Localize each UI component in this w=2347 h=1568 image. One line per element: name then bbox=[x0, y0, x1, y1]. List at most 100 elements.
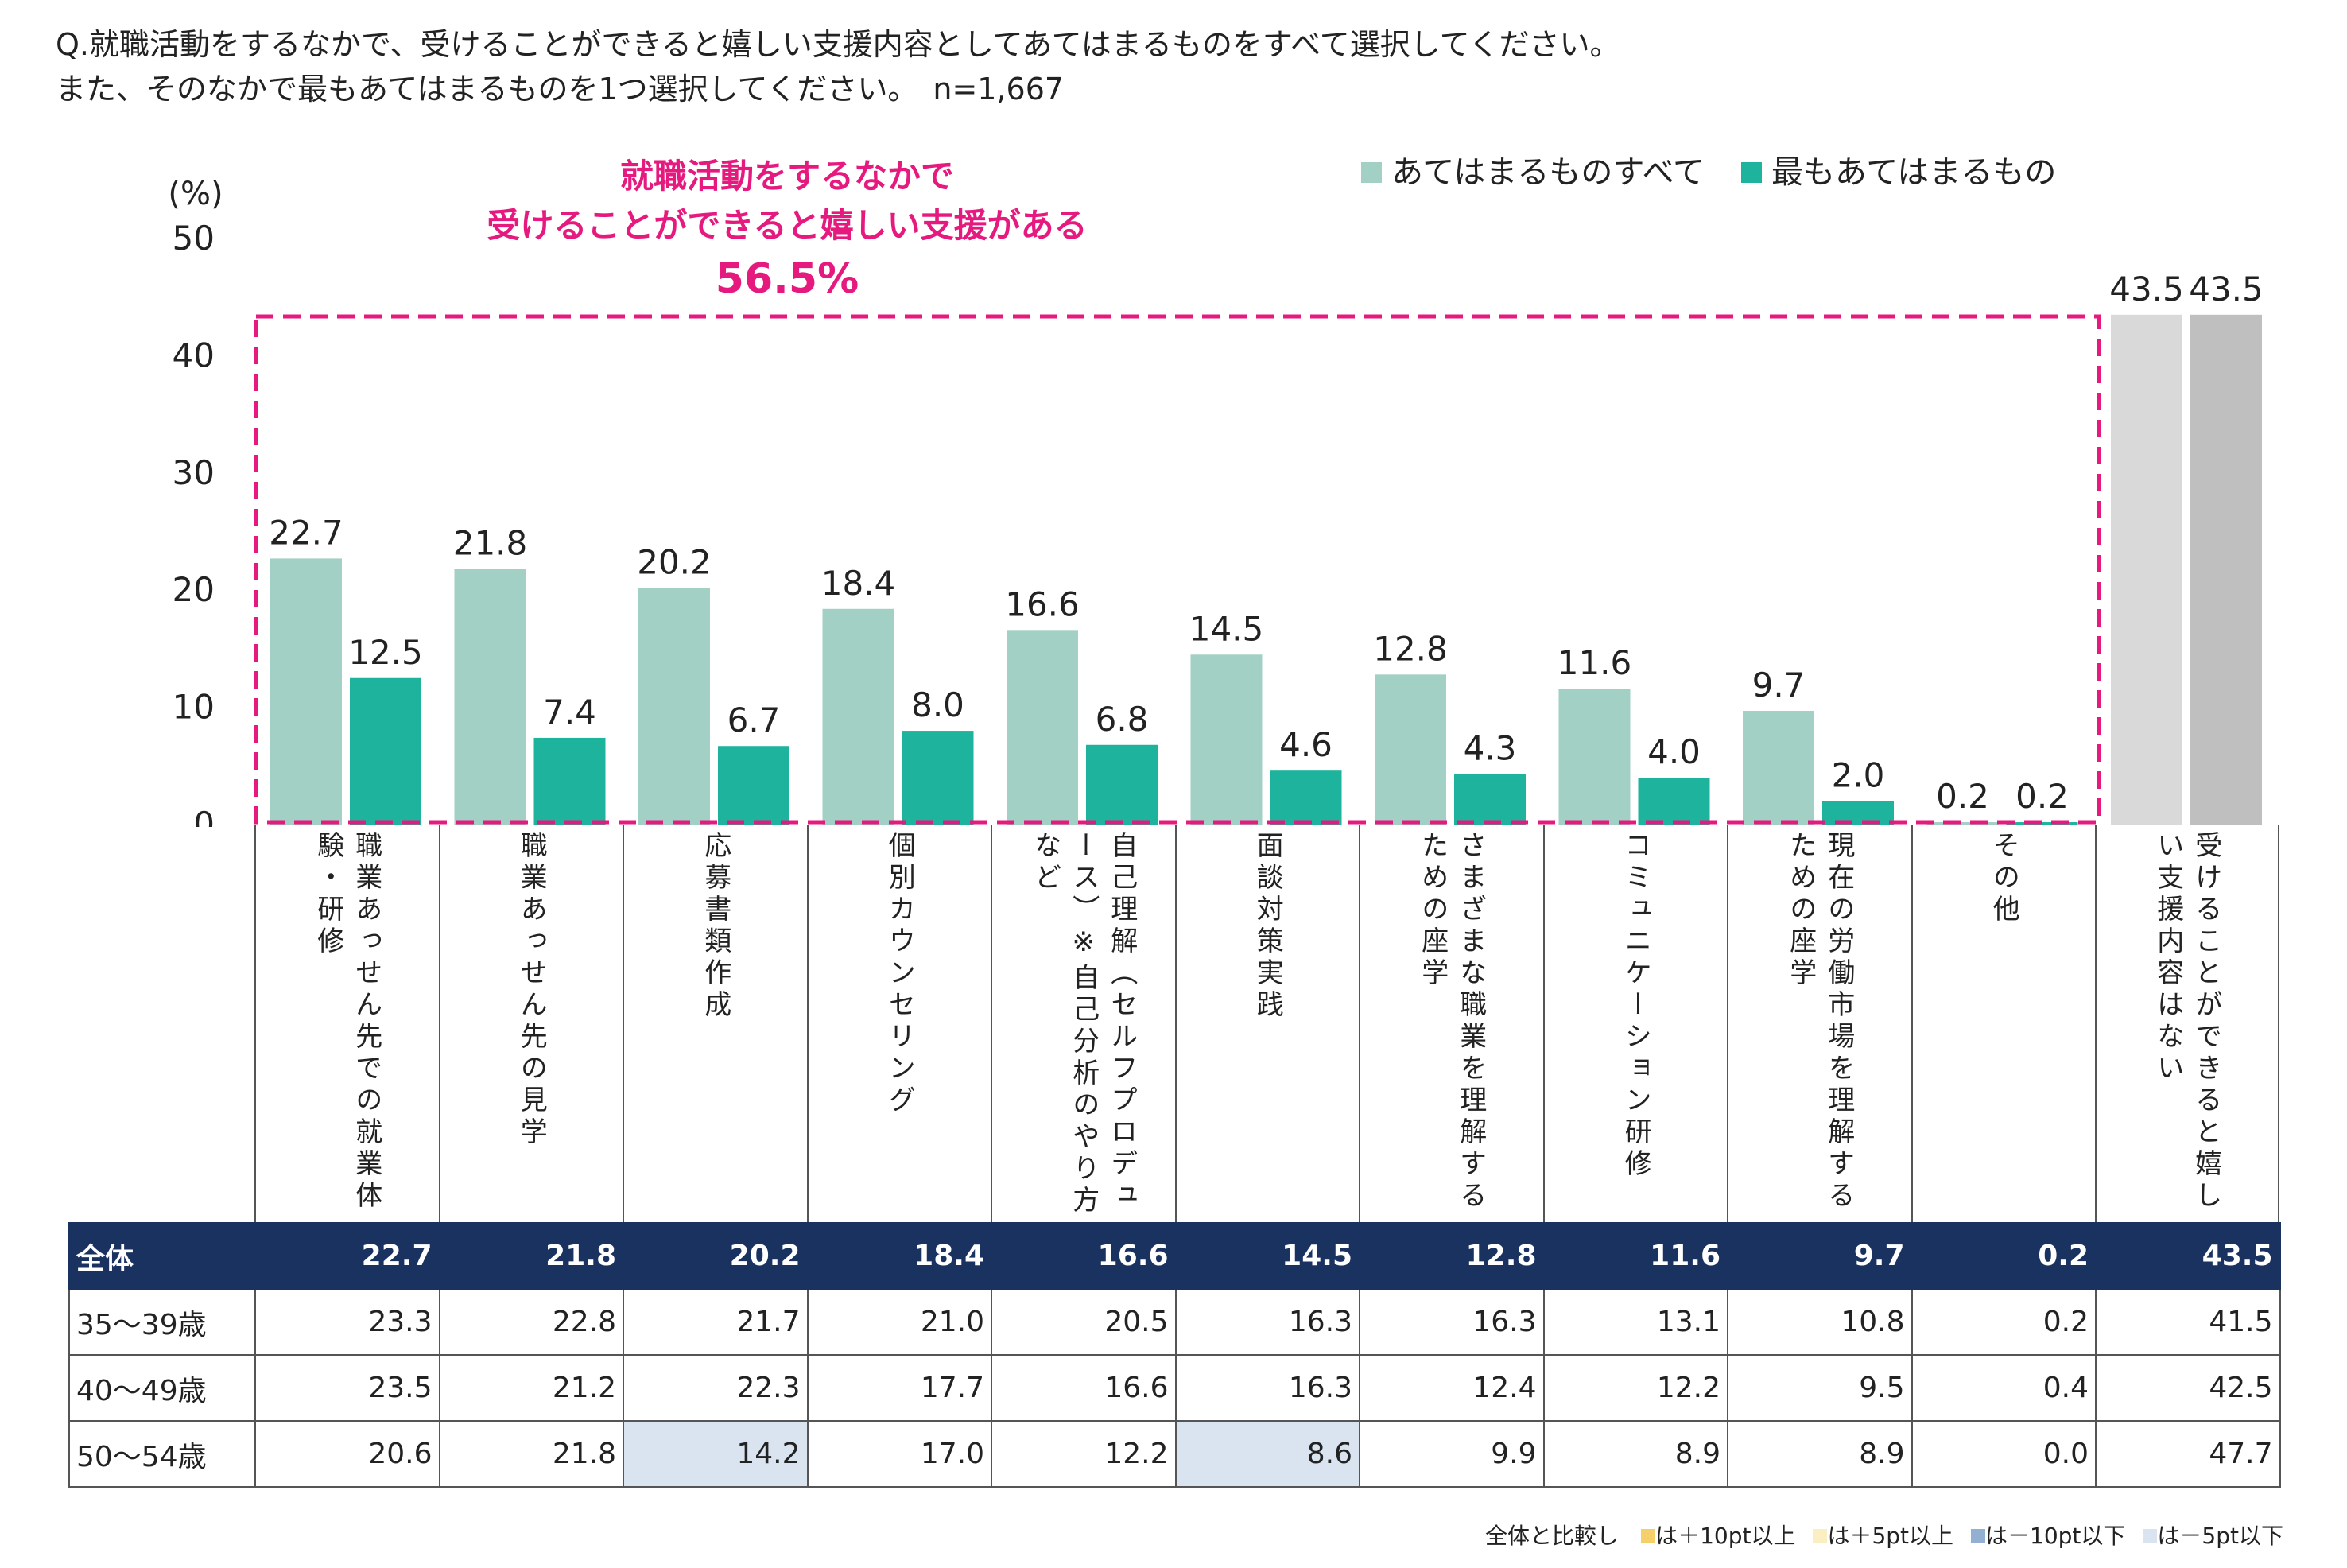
category-label-text: 面談対策実践 bbox=[1251, 831, 1284, 1022]
table-row: 40～49歳 23.5 21.2 22.3 17.7 16.6 16.3 12.4 12.2 9.… bbox=[68, 1354, 2281, 1422]
bar-most bbox=[718, 746, 789, 825]
comparison-footnote: 全体と比較し は＋10pt以上 は＋5pt以上 は－10pt以下 は－5pt以下 bbox=[1485, 1519, 2283, 1551]
table-cell: 21.2 bbox=[438, 1354, 624, 1422]
y-tick-label: 30 bbox=[173, 453, 215, 492]
table-cell: 9.5 bbox=[1727, 1354, 1913, 1422]
callout-dashed-box bbox=[254, 314, 2101, 825]
legend-label: あてはまるものすべて bbox=[1391, 154, 1705, 191]
table-cell: 11.6 bbox=[1542, 1222, 1728, 1290]
data-label: 43.5 bbox=[2189, 270, 2264, 309]
category-label: 応募書類作成 bbox=[623, 825, 807, 1222]
table-cell: 10.8 bbox=[1727, 1288, 1913, 1356]
table-cell: 0.2 bbox=[1911, 1288, 2097, 1356]
footnote-text: は＋10pt以上 bbox=[1655, 1523, 1796, 1549]
table-cell: 16.3 bbox=[1359, 1288, 1545, 1356]
table-row-total: 全体 22.7 21.8 20.2 18.4 16.6 14.5 12.8 11.6 9.7 0.2… bbox=[68, 1222, 2281, 1290]
category-label-text: 自己理解（セルフプロデュース）※自己分析のやり方など bbox=[1029, 831, 1138, 1217]
table-cell: 9.7 bbox=[1727, 1222, 1913, 1290]
table-cell: 22.3 bbox=[623, 1354, 809, 1422]
data-label: 2.0 bbox=[1832, 756, 1885, 795]
data-label: 12.8 bbox=[1373, 629, 1448, 668]
category-label-text: その他 bbox=[1988, 831, 2020, 926]
table-cell: 20.5 bbox=[991, 1288, 1177, 1356]
data-label: 43.5 bbox=[2109, 270, 2184, 309]
category-label: 面談対策実践 bbox=[1174, 825, 1360, 1222]
table-cell: 12.2 bbox=[1542, 1354, 1728, 1422]
table-cell: 0.0 bbox=[1911, 1420, 2097, 1488]
bar-all bbox=[1007, 630, 1078, 825]
bar-all bbox=[1558, 689, 1631, 825]
bar-most bbox=[1454, 774, 1526, 825]
legend-label: 最もあてはまるもの bbox=[1771, 154, 2056, 191]
legend-swatch bbox=[1361, 162, 1382, 183]
table-cell: 43.5 bbox=[2095, 1222, 2281, 1290]
data-label: 7.4 bbox=[543, 693, 596, 732]
table-cell: 12.2 bbox=[991, 1420, 1177, 1488]
data-label: 4.3 bbox=[1464, 729, 1517, 768]
table-cell: 47.7 bbox=[2095, 1420, 2281, 1488]
bar-most bbox=[1270, 770, 1342, 825]
footnote-text: は＋5pt以上 bbox=[1827, 1523, 1954, 1549]
data-label: 6.7 bbox=[727, 701, 781, 739]
data-label: 21.8 bbox=[453, 524, 528, 563]
table-cell: 21.8 bbox=[438, 1222, 624, 1290]
footnote-label: 全体と比較し bbox=[1485, 1523, 1620, 1549]
table-cell: 16.3 bbox=[1174, 1288, 1360, 1356]
table-cell: 14.2 bbox=[623, 1420, 809, 1488]
data-label: 22.7 bbox=[269, 513, 343, 552]
table-cell: 8.6 bbox=[1174, 1420, 1360, 1488]
bar-all bbox=[1743, 711, 1814, 825]
category-label: 個別カウンセリング bbox=[806, 825, 991, 1222]
callout-line-1: 就職活動をするなかで bbox=[620, 157, 954, 196]
bar-all bbox=[638, 588, 710, 825]
table-cell: 17.7 bbox=[806, 1354, 992, 1422]
table-cell: 13.1 bbox=[1542, 1288, 1728, 1356]
row-label: 40～49歳 bbox=[68, 1354, 256, 1422]
table-cell: 21.7 bbox=[623, 1288, 809, 1356]
bar-most bbox=[2006, 822, 2078, 825]
table-cell: 16.3 bbox=[1174, 1354, 1360, 1422]
footnote-swatch bbox=[1971, 1529, 1986, 1543]
bar-most bbox=[2190, 314, 2262, 825]
data-label: 8.0 bbox=[911, 685, 964, 724]
category-label: 職業あっせん先の見学 bbox=[438, 825, 623, 1222]
category-label: その他 bbox=[1911, 825, 2096, 1222]
row-label: 35～39歳 bbox=[68, 1288, 256, 1356]
y-tick-label: 0 bbox=[193, 805, 215, 827]
bar-most bbox=[350, 677, 421, 825]
data-label: 12.5 bbox=[348, 633, 423, 672]
y-tick-label: 50 bbox=[173, 219, 215, 258]
question-line-2: また、そのなかで最もあてはまるものを1つ選択してください。 n=1,667 bbox=[56, 72, 1065, 107]
data-label: 20.2 bbox=[637, 542, 712, 581]
question-line-1: Q.就職活動をするなかで、受けることができると嬉しい支援内容としてあてはまるもの… bbox=[56, 27, 1620, 62]
table-cell: 42.5 bbox=[2095, 1354, 2281, 1422]
table-cell: 8.9 bbox=[1542, 1420, 1728, 1488]
table-cell: 22.8 bbox=[438, 1288, 624, 1356]
legend-swatch bbox=[1741, 162, 1762, 183]
category-label-text: 応募書類作成 bbox=[699, 831, 731, 1022]
table-cell: 17.0 bbox=[806, 1420, 992, 1488]
data-label: 0.2 bbox=[1936, 777, 1989, 816]
callout-line-2: 受けることができると嬉しい支援がある bbox=[487, 206, 1087, 245]
footnote-swatch bbox=[1813, 1529, 1828, 1543]
table-cell: 16.6 bbox=[991, 1222, 1177, 1290]
category-label-text: コミュニケーション研修 bbox=[1620, 831, 1652, 1181]
y-tick-label: 20 bbox=[173, 570, 215, 609]
category-label: さまざまな職業を理解するための座学 bbox=[1359, 825, 1543, 1222]
table-cell: 8.9 bbox=[1727, 1420, 1913, 1488]
category-label-text: 個別カウンセリング bbox=[883, 831, 916, 1117]
table-cell: 22.7 bbox=[254, 1222, 440, 1290]
bar-most bbox=[533, 737, 606, 825]
data-label: 4.6 bbox=[1279, 725, 1333, 764]
y-axis: 0 10 20 30 40 50 bbox=[173, 219, 215, 827]
footnote-swatch bbox=[2143, 1529, 2158, 1543]
legend: あてはまるものすべて 最もあてはまるもの bbox=[1361, 154, 2056, 191]
category-label-text: さまざまな職業を理解するための座学 bbox=[1416, 831, 1487, 1213]
y-axis-label: (%) bbox=[168, 176, 223, 212]
table-cell: 21.8 bbox=[438, 1420, 624, 1488]
bar-most bbox=[902, 731, 974, 825]
category-label-text: 受けることができると嬉しい支援内容はない bbox=[2151, 831, 2222, 1213]
bar-all bbox=[2111, 314, 2182, 825]
row-label: 50～54歳 bbox=[68, 1420, 256, 1488]
table-cell: 0.2 bbox=[1911, 1222, 2097, 1290]
